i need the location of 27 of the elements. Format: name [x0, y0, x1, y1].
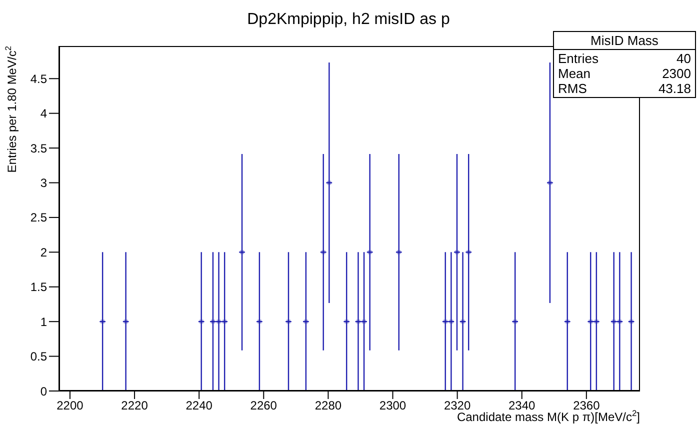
text: 2300 [662, 66, 691, 81]
y-tick-label: 0.5 [30, 350, 48, 364]
x-tick-label: 2260 [250, 398, 278, 413]
y-tick-label: 1 [40, 314, 48, 329]
y-tick-label: 1.5 [30, 280, 48, 294]
text: 43.18 [658, 81, 691, 96]
x-tick-label: 2340 [508, 398, 536, 413]
x-tick-label: 2200 [56, 398, 84, 413]
x-tick-label: 2320 [444, 398, 471, 413]
x-tick-label: 2360 [573, 398, 600, 413]
annotation: MisID Mass [554, 32, 695, 50]
x-tick-label: 2220 [121, 398, 148, 413]
y-tick-label: 0 [40, 384, 48, 398]
y-tick-label: 2.5 [30, 210, 48, 225]
annotation: RMS [558, 81, 587, 96]
y-tick-label: 3 [40, 176, 48, 190]
x-tick-label: 2240 [186, 398, 213, 413]
text: 40 [676, 51, 691, 66]
y-tick-label: 2 [40, 245, 48, 260]
x-tick-label: 2280 [314, 398, 342, 413]
y-tick-label: 4.5 [30, 72, 48, 86]
annotation: Entries [558, 51, 598, 66]
x-tick-label: 2300 [379, 398, 406, 413]
annotation: Mean [558, 66, 591, 81]
y-tick-label: 4 [40, 106, 48, 121]
chart-title: Dp2Kmpippip, h2 misID as p [247, 11, 450, 28]
y-tick-label: 3.5 [30, 141, 48, 156]
